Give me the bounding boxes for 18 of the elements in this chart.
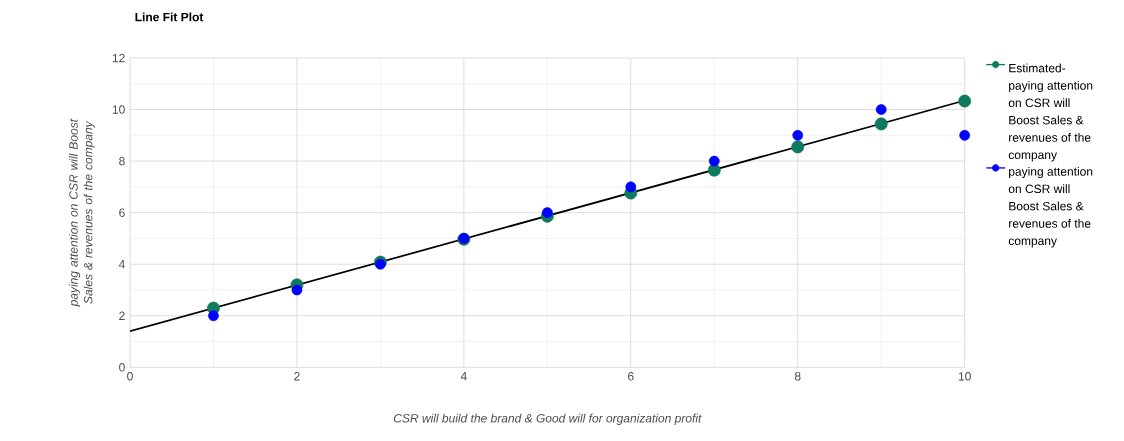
legend-label: paying attention on CSR will Boost Sales & revenues of the company	[1008, 166, 1093, 248]
chart-title: Line Fit Plot	[135, 12, 204, 22]
x-tick-label: 8	[794, 371, 801, 381]
y-tick-label: 8	[119, 156, 125, 166]
y-tick-label: 2	[119, 311, 125, 320]
x-tick-label: 6	[628, 371, 634, 381]
y-tick-label: 4	[118, 259, 125, 269]
x-axis-title: CSR will build the brand & Good will for organization profit	[393, 413, 702, 425]
y-tick-label: 12	[112, 53, 125, 63]
y-tick-label: 0	[119, 362, 125, 372]
legend-label: Estimated-paying attention on CSR will Boost Sales & revenues of the company	[1008, 63, 1093, 162]
x-tick-label: 2	[294, 371, 300, 381]
x-tick-label: 0	[127, 371, 133, 381]
x-tick-label: 4	[460, 371, 467, 381]
x-tick-label: 10	[958, 371, 971, 381]
y-tick-label: 10	[112, 105, 125, 114]
y-axis-title: paying attention on CSR will Boost Sales & revenues of the company	[68, 118, 95, 307]
y-tick-label: 6	[119, 208, 125, 217]
